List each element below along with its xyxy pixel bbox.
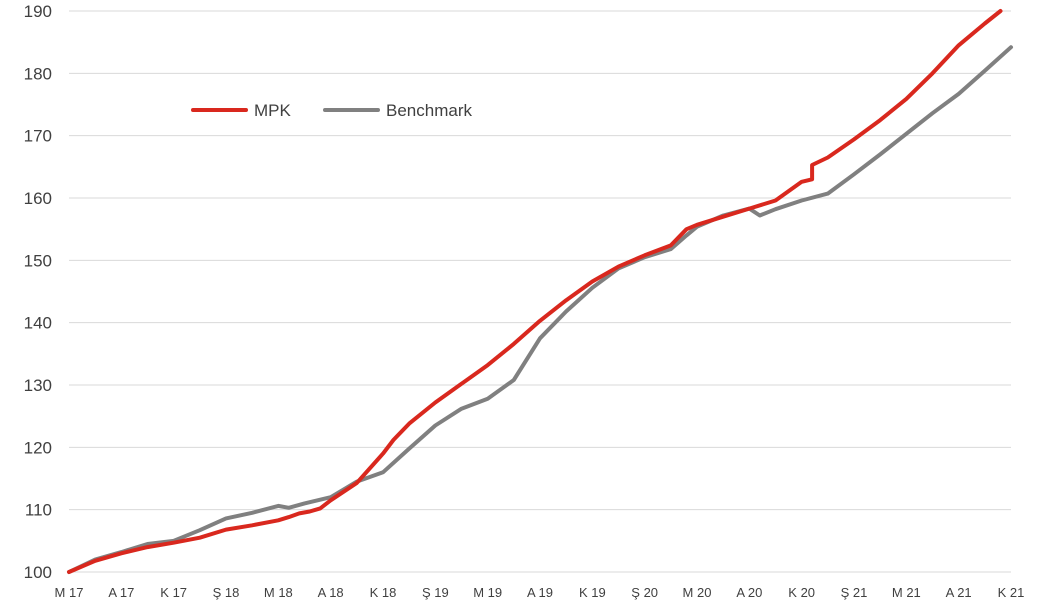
legend-label-mpk: MPK bbox=[254, 101, 292, 120]
x-tick-label: M 20 bbox=[683, 585, 712, 600]
x-tick-label: A 19 bbox=[527, 585, 553, 600]
x-tick-label: K 20 bbox=[788, 585, 815, 600]
x-tick-label: K 17 bbox=[160, 585, 187, 600]
series-layer bbox=[67, 9, 1013, 574]
x-tick-label: Ş 18 bbox=[213, 585, 240, 600]
x-tick-label: Ş 19 bbox=[422, 585, 449, 600]
grid-layer bbox=[69, 10, 1011, 573]
y-tick-label: 130 bbox=[24, 376, 52, 395]
y-tick-label: 190 bbox=[24, 2, 52, 21]
y-tick-label: 160 bbox=[24, 189, 52, 208]
series-line-mpk bbox=[67, 9, 1003, 574]
x-tick-label: M 19 bbox=[473, 585, 502, 600]
x-tick-label: A 20 bbox=[736, 585, 762, 600]
y-tick-label: 120 bbox=[24, 438, 52, 457]
series-line-benchmark bbox=[67, 45, 1013, 574]
x-tick-label: M 17 bbox=[55, 585, 84, 600]
y-tick-label: 100 bbox=[24, 563, 52, 582]
y-tick-label: 150 bbox=[24, 251, 52, 270]
y-tick-label: 140 bbox=[24, 314, 52, 333]
x-axis: M 17 A 17 K 17 Ş 18 M 18 A 18 K 18 Ş 19 M 19 A 19… bbox=[55, 585, 1025, 600]
x-tick-label: M 18 bbox=[264, 585, 293, 600]
x-tick-label: A 17 bbox=[108, 585, 134, 600]
x-tick-label: A 21 bbox=[946, 585, 972, 600]
x-tick-label: Ş 20 bbox=[631, 585, 658, 600]
x-tick-label: K 18 bbox=[370, 585, 397, 600]
y-axis: 100 110 120 130 140 150 160 170 180 190 bbox=[24, 2, 52, 582]
x-tick-label: M 21 bbox=[892, 585, 921, 600]
legend: MPK Benchmark bbox=[191, 101, 472, 120]
legend-label-benchmark: Benchmark bbox=[386, 101, 472, 120]
x-tick-label: Ş 21 bbox=[841, 585, 868, 600]
x-tick-label: A 18 bbox=[318, 585, 344, 600]
y-tick-label: 110 bbox=[25, 501, 52, 520]
y-tick-label: 170 bbox=[24, 127, 52, 146]
x-tick-label: K 19 bbox=[579, 585, 606, 600]
y-tick-label: 180 bbox=[24, 64, 52, 83]
x-tick-label: K 21 bbox=[998, 585, 1025, 600]
